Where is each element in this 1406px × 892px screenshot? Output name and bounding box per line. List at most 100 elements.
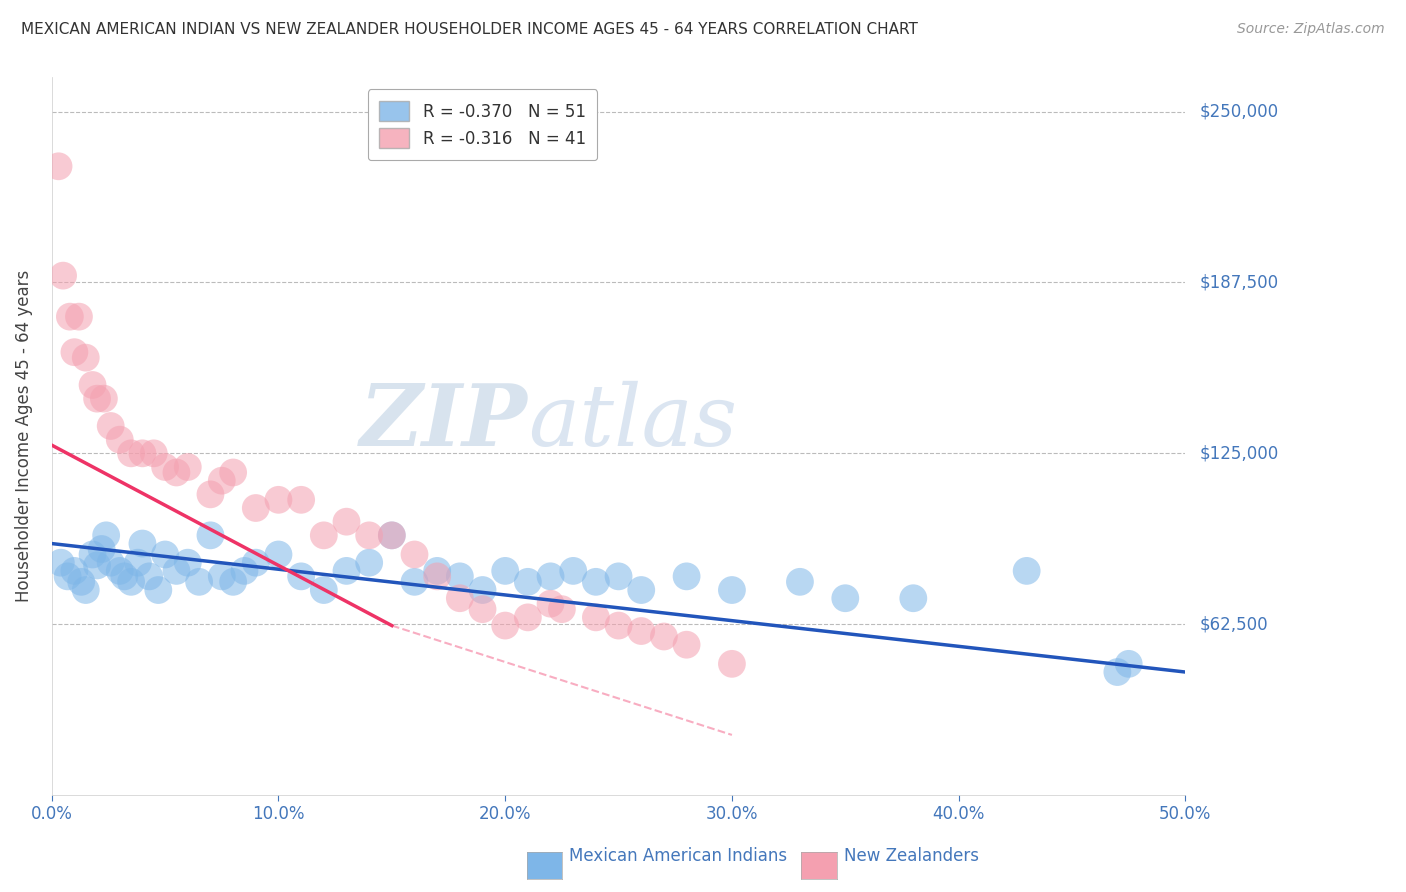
- Point: [86, 392, 108, 406]
- Point: [290, 492, 312, 507]
- Point: [93, 392, 115, 406]
- Point: [652, 630, 675, 644]
- Point: [165, 466, 187, 480]
- Point: [312, 528, 335, 542]
- Point: [675, 569, 697, 583]
- Point: [426, 564, 449, 578]
- Point: [721, 582, 744, 597]
- Point: [112, 569, 135, 583]
- Point: [585, 574, 607, 589]
- Point: [903, 591, 925, 606]
- Point: [381, 528, 404, 542]
- Point: [200, 487, 222, 501]
- Point: [96, 528, 118, 542]
- Point: [120, 574, 142, 589]
- Point: [82, 548, 104, 562]
- Point: [100, 556, 122, 570]
- Text: New Zealanders: New Zealanders: [844, 847, 979, 865]
- Point: [404, 574, 426, 589]
- Point: [540, 597, 562, 611]
- Text: ZIP: ZIP: [360, 380, 527, 464]
- Point: [148, 582, 170, 597]
- Text: $187,500: $187,500: [1199, 274, 1278, 292]
- Point: [138, 569, 160, 583]
- Point: [1107, 665, 1129, 679]
- Point: [630, 624, 652, 638]
- Point: [75, 582, 97, 597]
- Point: [404, 548, 426, 562]
- Point: [585, 610, 607, 624]
- Point: [63, 564, 86, 578]
- Point: [142, 446, 165, 460]
- Point: [834, 591, 856, 606]
- Point: [449, 591, 471, 606]
- Point: [494, 564, 516, 578]
- Point: [789, 574, 811, 589]
- Point: [120, 446, 142, 460]
- Point: [630, 582, 652, 597]
- Text: Mexican American Indians: Mexican American Indians: [569, 847, 787, 865]
- Point: [70, 574, 93, 589]
- Point: [177, 460, 200, 475]
- Point: [335, 564, 357, 578]
- Point: [90, 541, 112, 556]
- Text: atlas: atlas: [527, 381, 737, 463]
- Point: [607, 569, 630, 583]
- Text: $62,500: $62,500: [1199, 615, 1268, 633]
- Text: $125,000: $125,000: [1199, 444, 1278, 462]
- Point: [222, 466, 245, 480]
- Point: [131, 446, 153, 460]
- Point: [471, 582, 494, 597]
- Point: [200, 528, 222, 542]
- Point: [675, 638, 697, 652]
- Point: [153, 548, 176, 562]
- Point: [86, 558, 108, 573]
- Point: [607, 618, 630, 632]
- Point: [312, 582, 335, 597]
- Text: Source: ZipAtlas.com: Source: ZipAtlas.com: [1237, 22, 1385, 37]
- Point: [540, 569, 562, 583]
- Point: [335, 515, 357, 529]
- Point: [721, 657, 744, 671]
- Point: [165, 564, 187, 578]
- Legend: R = -0.370   N = 51, R = -0.316   N = 41: R = -0.370 N = 51, R = -0.316 N = 41: [367, 89, 598, 160]
- Point: [551, 602, 574, 616]
- Point: [359, 556, 381, 570]
- Point: [290, 569, 312, 583]
- Point: [359, 528, 381, 542]
- Point: [52, 268, 75, 283]
- Point: [63, 345, 86, 359]
- Point: [245, 556, 267, 570]
- Point: [267, 492, 290, 507]
- Point: [494, 618, 516, 632]
- Point: [108, 564, 131, 578]
- Point: [211, 569, 233, 583]
- Point: [1118, 657, 1140, 671]
- Point: [222, 574, 245, 589]
- Point: [516, 574, 538, 589]
- Point: [56, 569, 79, 583]
- Point: [49, 556, 72, 570]
- Point: [426, 569, 449, 583]
- Point: [381, 528, 404, 542]
- Text: $250,000: $250,000: [1199, 103, 1278, 120]
- Point: [188, 574, 211, 589]
- Point: [67, 310, 90, 324]
- Point: [131, 536, 153, 550]
- Point: [100, 419, 122, 434]
- Point: [245, 501, 267, 516]
- Y-axis label: Householder Income Ages 45 - 64 years: Householder Income Ages 45 - 64 years: [15, 270, 32, 602]
- Point: [59, 310, 82, 324]
- Text: MEXICAN AMERICAN INDIAN VS NEW ZEALANDER HOUSEHOLDER INCOME AGES 45 - 64 YEARS C: MEXICAN AMERICAN INDIAN VS NEW ZEALANDER…: [21, 22, 918, 37]
- Point: [153, 460, 176, 475]
- Point: [1015, 564, 1038, 578]
- Point: [48, 159, 70, 173]
- Point: [471, 602, 494, 616]
- Point: [516, 610, 538, 624]
- Point: [82, 378, 104, 392]
- Point: [267, 548, 290, 562]
- Point: [233, 564, 256, 578]
- Point: [562, 564, 585, 578]
- Point: [127, 556, 149, 570]
- Point: [177, 556, 200, 570]
